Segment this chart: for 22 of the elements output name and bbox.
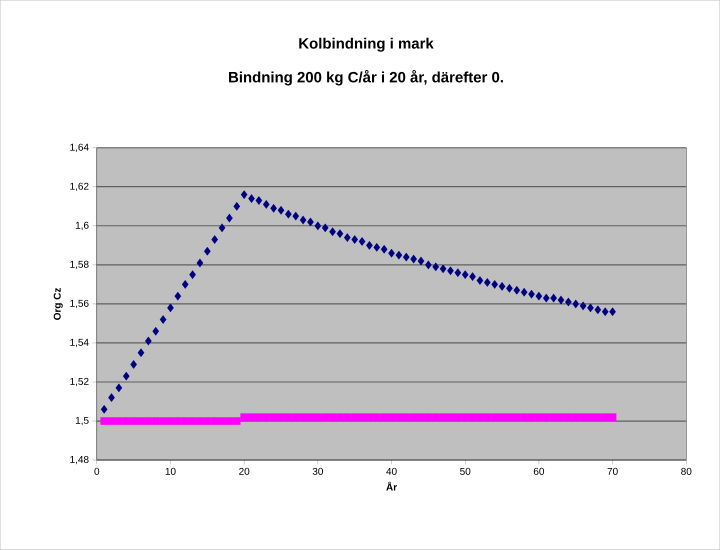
y-tick-label: 1,6 [76, 222, 89, 230]
y-tick-label: 1,52 [70, 378, 89, 386]
y-tick-label: 1,5 [76, 417, 89, 426]
y-tick-label: 1,62 [70, 182, 89, 192]
x-tick-label: 50 [460, 468, 470, 475]
y-tick-label: 1,48 [70, 456, 89, 464]
y-tick-label: 1,58 [70, 260, 89, 270]
x-tick-label: 10 [166, 468, 176, 475]
x-axis-title: År [386, 482, 397, 491]
x-tick-label: 80 [681, 468, 692, 475]
y-tick-label: 1,56 [70, 300, 89, 308]
x-tick-label: 0 [94, 468, 100, 475]
chart-title: Kolbindning i mark [299, 38, 434, 52]
x-tick-label: 40 [386, 468, 397, 475]
chart-subtitle: Bindning 200 kg C/år i 20 år, därefter 0. [229, 70, 503, 86]
x-tick-label: 70 [608, 468, 618, 475]
x-tick-label: 30 [312, 468, 324, 475]
x-tick-label: 20 [239, 468, 250, 475]
x-tick-label: 60 [534, 468, 544, 475]
y-tick-label: 1,64 [70, 144, 89, 152]
y-tick-label: 1,54 [70, 338, 89, 348]
y-axis-title: Org Cz [54, 288, 63, 320]
